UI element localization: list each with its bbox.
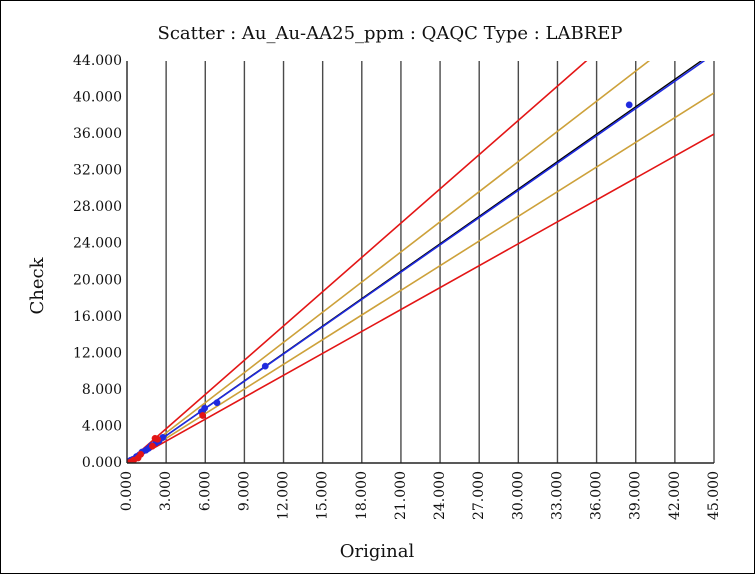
data-point (149, 442, 156, 450)
data-point (199, 412, 207, 419)
y-tick-label: 44.000 (73, 53, 122, 69)
x-tick-label: 3.000 (158, 471, 174, 511)
data-point (154, 435, 162, 443)
y-axis-label: Check (27, 256, 48, 314)
x-tick-label: 12.000 (276, 471, 292, 520)
y-tick-label: 16.000 (73, 309, 122, 325)
x-tick-label: 9.000 (236, 471, 252, 511)
x-tick-label: 30.000 (510, 471, 526, 520)
data-point (625, 101, 633, 109)
x-tick-label: 42.000 (667, 471, 683, 520)
tick-labels-layer: 0.000 3.000 6.000 9.000 12.000 15.000 18.000 21… (73, 53, 722, 520)
y-tick-label: 28.000 (73, 199, 122, 215)
y-tick-label: 12.000 (73, 345, 122, 361)
grid-layer (127, 61, 715, 463)
reference-line (127, 61, 588, 463)
y-tick-label: 40.000 (73, 90, 122, 106)
x-tick-label: 24.000 (432, 471, 448, 520)
y-tick-label: 32.000 (73, 163, 122, 179)
x-tick-label: 36.000 (589, 471, 605, 520)
x-tick-label: 45.000 (706, 471, 722, 520)
x-tick-label: 18.000 (354, 471, 370, 520)
x-tick-label: 27.000 (471, 471, 487, 520)
axes-layer (126, 61, 714, 464)
reference-line (127, 92, 714, 463)
x-axis-label: Original (340, 541, 415, 562)
y-tick-label: 0.000 (82, 455, 122, 471)
y-tick-label: 24.000 (73, 236, 122, 252)
x-tick-label: 0.000 (119, 471, 135, 511)
reference-line (127, 61, 651, 463)
reference-line (127, 133, 714, 463)
x-tick-label: 15.000 (315, 471, 331, 520)
data-points-layer (127, 101, 633, 463)
y-tick-label: 4.000 (82, 418, 122, 434)
data-point (201, 404, 209, 412)
data-point (261, 362, 269, 370)
y-tick-label: 36.000 (73, 126, 122, 142)
reference-lines-layer (127, 61, 714, 463)
x-tick-label: 6.000 (197, 471, 213, 511)
y-tick-label: 20.000 (73, 272, 122, 288)
chart-title: Scatter : Au_Au-AA25_ppm : QAQC Type : L… (157, 23, 622, 44)
x-tick-label: 39.000 (628, 471, 644, 520)
plot-area (127, 61, 714, 463)
data-point (137, 450, 145, 458)
x-tick-label: 33.000 (549, 471, 565, 520)
x-tick-label: 21.000 (393, 471, 409, 520)
reference-line (127, 61, 706, 463)
y-tick-label: 8.000 (82, 382, 122, 398)
data-point (213, 399, 221, 407)
